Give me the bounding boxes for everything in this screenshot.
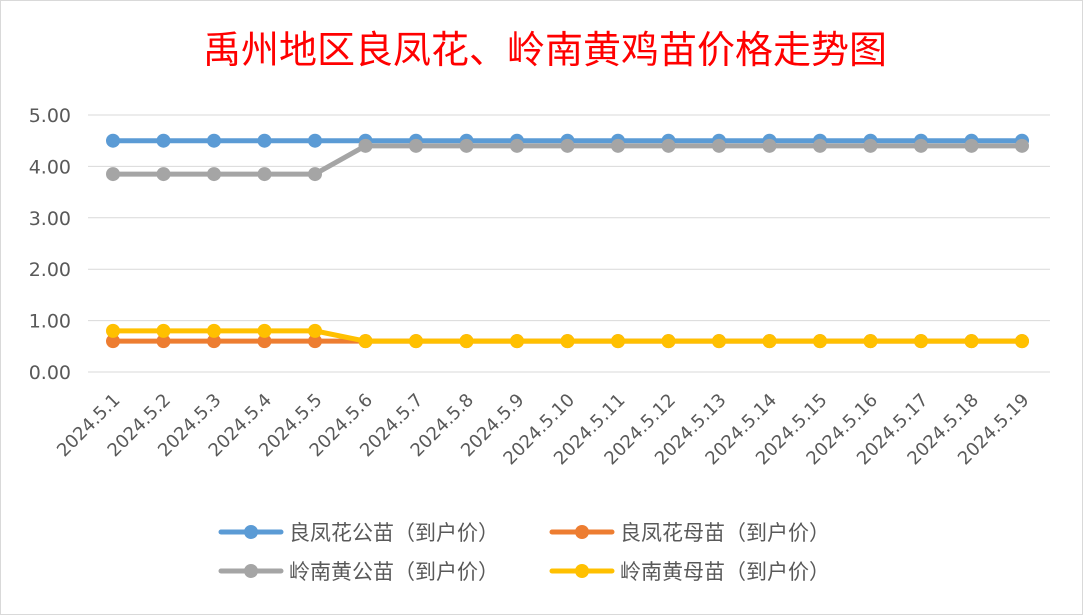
data-point [661, 138, 676, 153]
data-point [1015, 138, 1029, 153]
y-tick-label: 1.00 [29, 311, 71, 333]
data-point [257, 133, 272, 148]
data-point [207, 133, 221, 148]
data-point [156, 323, 171, 338]
data-point [409, 138, 423, 153]
y-tick-label: 5.00 [29, 105, 71, 127]
y-tick-label: 0.00 [29, 362, 71, 384]
data-point [207, 334, 221, 349]
gridlines [88, 114, 1050, 373]
legend: 良凤花公苗（到户价） 良凤花母苗（到户价） 岭南黄公苗（到户价） 岭南黄母苗（到户价） [218, 521, 830, 584]
data-point [914, 334, 928, 349]
data-point [106, 323, 120, 338]
data-point [964, 138, 979, 153]
data-point [106, 133, 120, 148]
data-point [712, 334, 726, 349]
data-point [510, 334, 524, 349]
y-tick-label: 2.00 [29, 259, 71, 281]
data-point [560, 334, 575, 349]
data-point [409, 334, 423, 349]
data-point [661, 334, 676, 349]
legend-marker [575, 525, 589, 539]
data-point [156, 167, 171, 182]
data-point [813, 138, 827, 153]
legend-marker [575, 564, 589, 578]
chart-title: 禹州地区良凤花、岭南黄鸡苗价格走势图 [203, 28, 887, 72]
data-point [308, 133, 322, 148]
legend-item: 岭南黄母苗（到户价） [549, 560, 830, 584]
data-point [308, 334, 322, 349]
legend-label: 良凤花公苗（到户价） [289, 521, 499, 545]
data-point [964, 334, 979, 349]
x-axis-ticks: 2024.5.12024.5.22024.5.32024.5.42024.5.5… [53, 390, 1034, 470]
data-point [611, 138, 625, 153]
legend-item: 良凤花母苗（到户价） [549, 521, 830, 545]
data-point [459, 334, 474, 349]
series-3 [106, 138, 1029, 182]
data-point [459, 138, 474, 153]
data-point [863, 138, 878, 153]
data-point [358, 138, 373, 153]
y-tick-label: 4.00 [29, 156, 71, 178]
legend-item: 岭南黄公苗（到户价） [218, 560, 499, 584]
data-point [257, 167, 272, 182]
data-point [308, 167, 322, 182]
legend-label: 岭南黄母苗（到户价） [620, 560, 830, 584]
legend-label: 岭南黄公苗（到户价） [289, 560, 499, 584]
data-point [762, 334, 777, 349]
data-point [257, 334, 272, 349]
data-point [308, 323, 322, 338]
y-axis-ticks: 0.00 1.00 2.00 3.00 4.00 5.00 [29, 105, 71, 384]
y-tick-label: 3.00 [29, 208, 71, 230]
data-point [358, 334, 373, 349]
data-point [712, 138, 726, 153]
data-point [762, 138, 777, 153]
data-point [1015, 334, 1029, 349]
data-point [207, 167, 221, 182]
data-point [156, 334, 171, 349]
data-point [106, 167, 120, 182]
series-lines [106, 133, 1029, 349]
data-point [257, 323, 272, 338]
series-4 [106, 323, 1029, 349]
data-point [863, 334, 878, 349]
data-point [813, 334, 827, 349]
data-point [611, 334, 625, 349]
data-point [914, 138, 928, 153]
data-point [560, 138, 575, 153]
legend-marker [244, 525, 258, 539]
legend-item: 良凤花公苗（到户价） [218, 521, 499, 545]
legend-marker [244, 564, 258, 578]
data-point [106, 334, 120, 349]
data-point [510, 138, 524, 153]
data-point [207, 323, 221, 338]
data-point [156, 133, 171, 148]
legend-label: 良凤花母苗（到户价） [620, 521, 830, 545]
